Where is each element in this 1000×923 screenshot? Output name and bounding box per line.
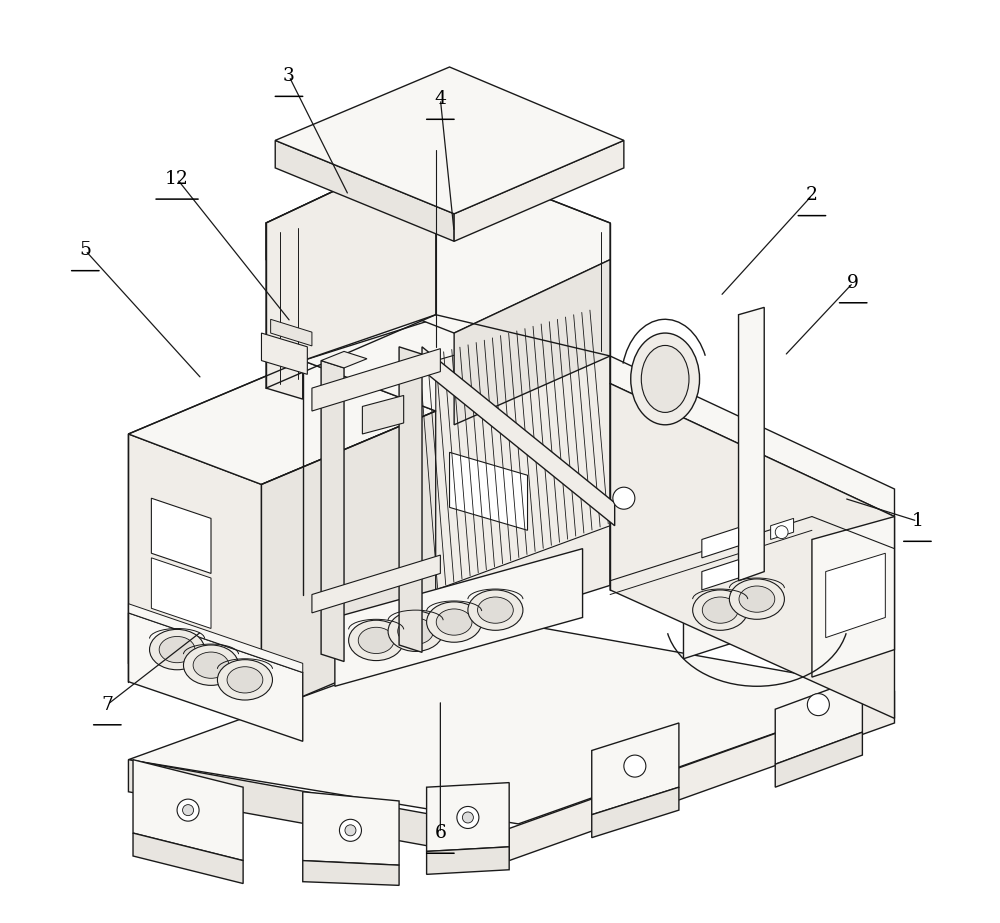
Text: 12: 12 bbox=[165, 170, 189, 188]
Ellipse shape bbox=[398, 618, 433, 644]
Polygon shape bbox=[422, 347, 615, 526]
Polygon shape bbox=[128, 760, 509, 860]
Text: 4: 4 bbox=[434, 90, 446, 108]
Circle shape bbox=[183, 805, 194, 816]
Polygon shape bbox=[362, 395, 404, 434]
Polygon shape bbox=[335, 548, 583, 687]
Polygon shape bbox=[128, 613, 303, 741]
Circle shape bbox=[775, 526, 788, 538]
Polygon shape bbox=[826, 553, 885, 638]
Polygon shape bbox=[151, 498, 211, 573]
Polygon shape bbox=[266, 150, 610, 333]
Text: 6: 6 bbox=[434, 824, 446, 842]
Ellipse shape bbox=[150, 629, 205, 670]
Text: 7: 7 bbox=[101, 696, 113, 713]
Ellipse shape bbox=[729, 579, 784, 619]
Text: 1: 1 bbox=[911, 512, 923, 530]
Ellipse shape bbox=[217, 660, 272, 700]
Polygon shape bbox=[133, 833, 243, 883]
Circle shape bbox=[613, 487, 635, 509]
Polygon shape bbox=[702, 559, 739, 590]
Polygon shape bbox=[436, 356, 610, 641]
Ellipse shape bbox=[631, 333, 700, 425]
Text: 3: 3 bbox=[283, 67, 295, 85]
Text: 5: 5 bbox=[79, 242, 91, 259]
Ellipse shape bbox=[693, 590, 748, 630]
Polygon shape bbox=[592, 723, 679, 815]
Polygon shape bbox=[128, 622, 895, 824]
Ellipse shape bbox=[193, 652, 229, 678]
Polygon shape bbox=[128, 434, 261, 713]
Circle shape bbox=[339, 820, 361, 842]
Polygon shape bbox=[775, 677, 862, 764]
Ellipse shape bbox=[227, 666, 263, 693]
Polygon shape bbox=[592, 787, 679, 838]
Polygon shape bbox=[321, 352, 367, 368]
Ellipse shape bbox=[183, 645, 239, 686]
Polygon shape bbox=[275, 140, 454, 241]
Polygon shape bbox=[303, 792, 399, 865]
Polygon shape bbox=[450, 452, 528, 531]
Polygon shape bbox=[312, 349, 440, 411]
Polygon shape bbox=[427, 846, 509, 874]
Polygon shape bbox=[436, 310, 610, 590]
Circle shape bbox=[807, 693, 829, 715]
Ellipse shape bbox=[641, 345, 689, 413]
Circle shape bbox=[177, 799, 199, 821]
Polygon shape bbox=[303, 306, 610, 411]
Polygon shape bbox=[812, 517, 895, 677]
Circle shape bbox=[624, 755, 646, 777]
Polygon shape bbox=[399, 347, 422, 653]
Circle shape bbox=[345, 825, 356, 836]
Ellipse shape bbox=[358, 628, 394, 653]
Polygon shape bbox=[271, 319, 312, 346]
Ellipse shape bbox=[159, 637, 195, 663]
Polygon shape bbox=[702, 528, 739, 557]
Circle shape bbox=[462, 812, 473, 823]
Ellipse shape bbox=[427, 602, 482, 642]
Polygon shape bbox=[275, 67, 624, 214]
Polygon shape bbox=[151, 557, 211, 629]
Polygon shape bbox=[683, 557, 812, 659]
Ellipse shape bbox=[388, 611, 443, 652]
Polygon shape bbox=[775, 732, 862, 787]
Ellipse shape bbox=[349, 620, 404, 661]
Polygon shape bbox=[454, 259, 610, 425]
Polygon shape bbox=[739, 307, 764, 581]
Polygon shape bbox=[321, 361, 344, 662]
Ellipse shape bbox=[436, 609, 472, 635]
Polygon shape bbox=[261, 411, 436, 713]
Text: 2: 2 bbox=[806, 186, 818, 204]
Polygon shape bbox=[610, 356, 895, 517]
Polygon shape bbox=[261, 333, 307, 375]
Ellipse shape bbox=[739, 586, 775, 612]
Ellipse shape bbox=[478, 597, 513, 623]
Polygon shape bbox=[133, 760, 243, 860]
Polygon shape bbox=[312, 555, 440, 613]
Polygon shape bbox=[454, 140, 624, 241]
Polygon shape bbox=[303, 860, 399, 885]
Ellipse shape bbox=[702, 597, 738, 623]
Text: 9: 9 bbox=[847, 273, 859, 292]
Polygon shape bbox=[128, 604, 303, 673]
Ellipse shape bbox=[468, 590, 523, 630]
Polygon shape bbox=[427, 783, 509, 851]
Polygon shape bbox=[509, 690, 895, 860]
Polygon shape bbox=[610, 384, 895, 718]
Polygon shape bbox=[266, 150, 436, 399]
Polygon shape bbox=[128, 361, 436, 485]
Circle shape bbox=[457, 807, 479, 829]
Polygon shape bbox=[771, 519, 794, 539]
